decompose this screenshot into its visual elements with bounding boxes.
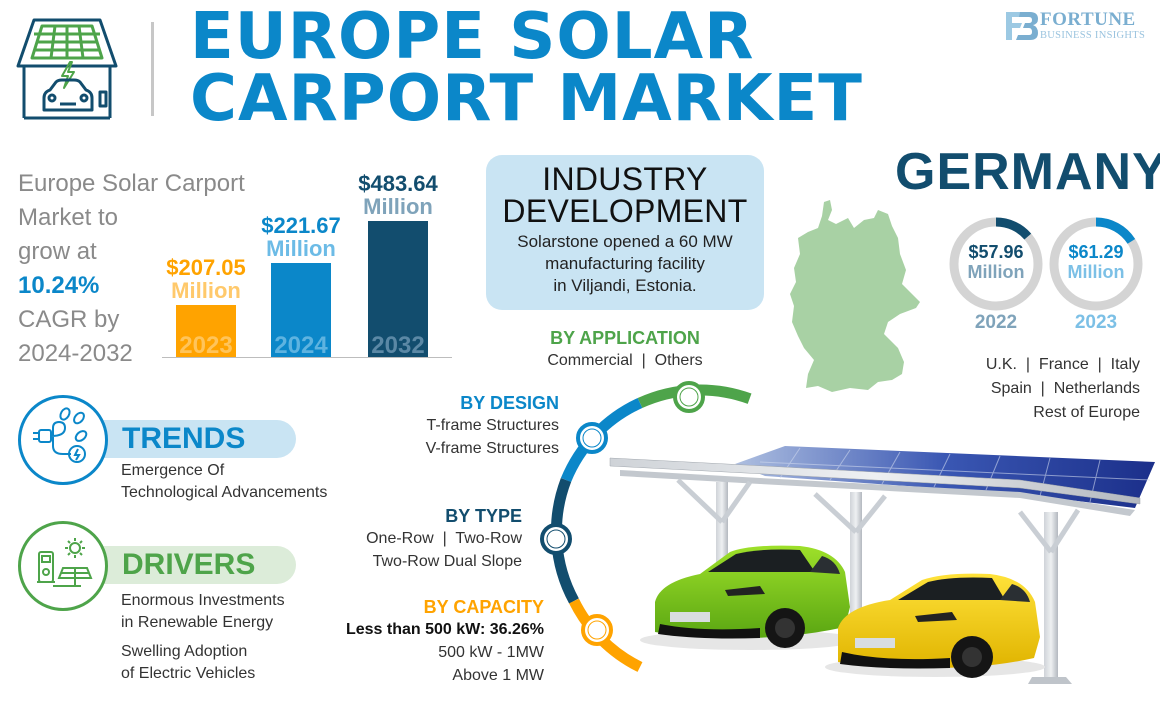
solar-carport-with-cars-illustration — [600, 432, 1160, 700]
bar-unit-label: Million — [171, 278, 241, 303]
industry-title-line-1: INDUSTRY — [542, 161, 708, 197]
germany-map-icon — [788, 198, 938, 398]
capacity-title: BY CAPACITY — [423, 597, 544, 617]
drivers-item-1-line-1: Enormous Investments — [121, 592, 285, 609]
type-item: Two-Row Dual Slope — [372, 553, 522, 570]
donut-unit: Million — [1067, 262, 1125, 282]
donut-value: $61.29 — [1068, 242, 1124, 262]
drivers-item-1-line-2: in Renewable Energy — [121, 614, 274, 631]
bar-year-label: 2032 — [371, 332, 425, 359]
drivers-description-2: Swelling Adoption of Electric Vehicles — [121, 641, 255, 685]
donut-year: 2022 — [974, 312, 1018, 333]
drivers-item-2-line-2: of Electric Vehicles — [121, 665, 256, 682]
growth-period: 2024-2032 — [18, 340, 133, 367]
segment-capacity: BY CAPACITY Less than 500 kW: 36.26% 500… — [300, 597, 544, 687]
industry-desc-line-3: in Viljandi, Estonia. — [553, 276, 697, 295]
donut-year: 2023 — [1074, 312, 1118, 333]
type-title: BY TYPE — [445, 506, 522, 526]
regions-line-3: Rest of Europe — [1033, 404, 1140, 421]
trends-desc-line-2: Technological Advancements — [121, 484, 328, 501]
bar-2023: 2023 — [176, 305, 236, 359]
ev-charger-solar-icon — [18, 521, 108, 611]
bar-unit-label: Million — [363, 194, 433, 219]
brand-name: FORTUNE — [1040, 9, 1136, 30]
trends-description: Emergence Of Technological Advancements — [121, 460, 327, 504]
eco-plug-icon — [18, 395, 108, 485]
drivers-description-1: Enormous Investments in Renewable Energy — [121, 590, 285, 634]
green-car — [655, 545, 850, 648]
donut-2023: $61.29 Million 2023 — [1048, 216, 1144, 333]
capacity-item: 500 kW - 1MW — [438, 644, 544, 661]
growth-line-5: CAGR by — [18, 306, 120, 333]
regions-line-1: U.K. | France | Italy — [985, 356, 1140, 373]
capacity-highlight: Less than 500 kW: 36.26% — [345, 621, 544, 638]
bar-unit-label: Million — [266, 236, 336, 261]
design-title: BY DESIGN — [460, 393, 559, 413]
type-item: One-Row | Two-Row — [366, 530, 522, 547]
market-size-bar-chart: 2023 $207.05 Million 2024 $221.67 Millio… — [162, 160, 452, 360]
segment-design: BY DESIGN T-frame Structures V-frame Str… — [358, 393, 559, 460]
growth-line-3: grow at — [18, 238, 97, 265]
trends-label: TRENDS — [122, 422, 246, 455]
bar-2024: 2024 — [271, 263, 331, 359]
industry-title: INDUSTRY DEVELOPMENT — [486, 163, 764, 227]
application-items: Commercial | Others — [547, 352, 703, 369]
donut-value: $57.96 — [968, 242, 1024, 262]
bar-year-label: 2023 — [179, 332, 233, 359]
growth-summary: Europe Solar Carport Market to grow at 1… — [18, 167, 268, 371]
trends-desc-line-1: Emergence Of — [121, 462, 225, 479]
growth-line-1: Europe Solar Carport — [18, 170, 245, 197]
cagr-value: 10.24% — [18, 272, 100, 299]
bar-year-label: 2024 — [274, 332, 328, 359]
donut-2022: $57.96 Million 2022 — [948, 216, 1044, 333]
other-regions-list: U.K. | France | Italy Spain | Netherland… — [940, 353, 1140, 425]
fb-logo-icon — [1006, 12, 1038, 40]
industry-desc-line-1: Solarstone opened a 60 MW — [517, 232, 733, 251]
trends-pill: TRENDS — [96, 420, 296, 458]
application-title: BY APPLICATION — [550, 328, 700, 348]
bar-2032: 2032 — [368, 221, 428, 359]
title-line-1: EUROPE SOLAR — [190, 0, 755, 74]
segment-application: BY APPLICATION Commercial | Others — [500, 328, 750, 372]
germany-title: GERMANY — [895, 143, 1160, 201]
design-item: T-frame Structures — [426, 417, 559, 434]
drivers-label: DRIVERS — [122, 548, 256, 581]
capacity-item: Above 1 MW — [452, 667, 544, 684]
industry-description: Solarstone opened a 60 MW manufacturing … — [486, 231, 764, 297]
chart-baseline — [162, 357, 452, 358]
donut-unit: Million — [967, 262, 1025, 282]
header-divider — [151, 22, 154, 116]
drivers-item-2-line-1: Swelling Adoption — [121, 643, 248, 660]
industry-title-line-2: DEVELOPMENT — [502, 193, 748, 229]
industry-desc-line-2: manufacturing facility — [545, 254, 705, 273]
brand-subtitle: BUSINESS INSIGHTS — [1040, 30, 1146, 41]
segment-type: BY TYPE One-Row | Two-Row Two-Row Dual S… — [322, 506, 522, 573]
bar-value-label: $221.67 — [261, 213, 341, 238]
title-line-2: CARPORT MARKET — [190, 62, 863, 136]
yellow-car — [838, 573, 1040, 678]
page-title: EUROPE SOLAR CARPORT MARKET — [190, 0, 863, 136]
drivers-pill: DRIVERS — [96, 546, 296, 584]
design-item: V-frame Structures — [425, 440, 559, 457]
bar-value-label: $207.05 — [166, 255, 246, 280]
solar-carport-ev-icon — [14, 14, 120, 124]
industry-development-card: INDUSTRY DEVELOPMENT Solarstone opened a… — [486, 155, 764, 310]
regions-line-2: Spain | Netherlands — [990, 380, 1140, 397]
growth-line-2: Market to — [18, 204, 119, 231]
bar-value-label: $483.64 — [358, 171, 438, 196]
